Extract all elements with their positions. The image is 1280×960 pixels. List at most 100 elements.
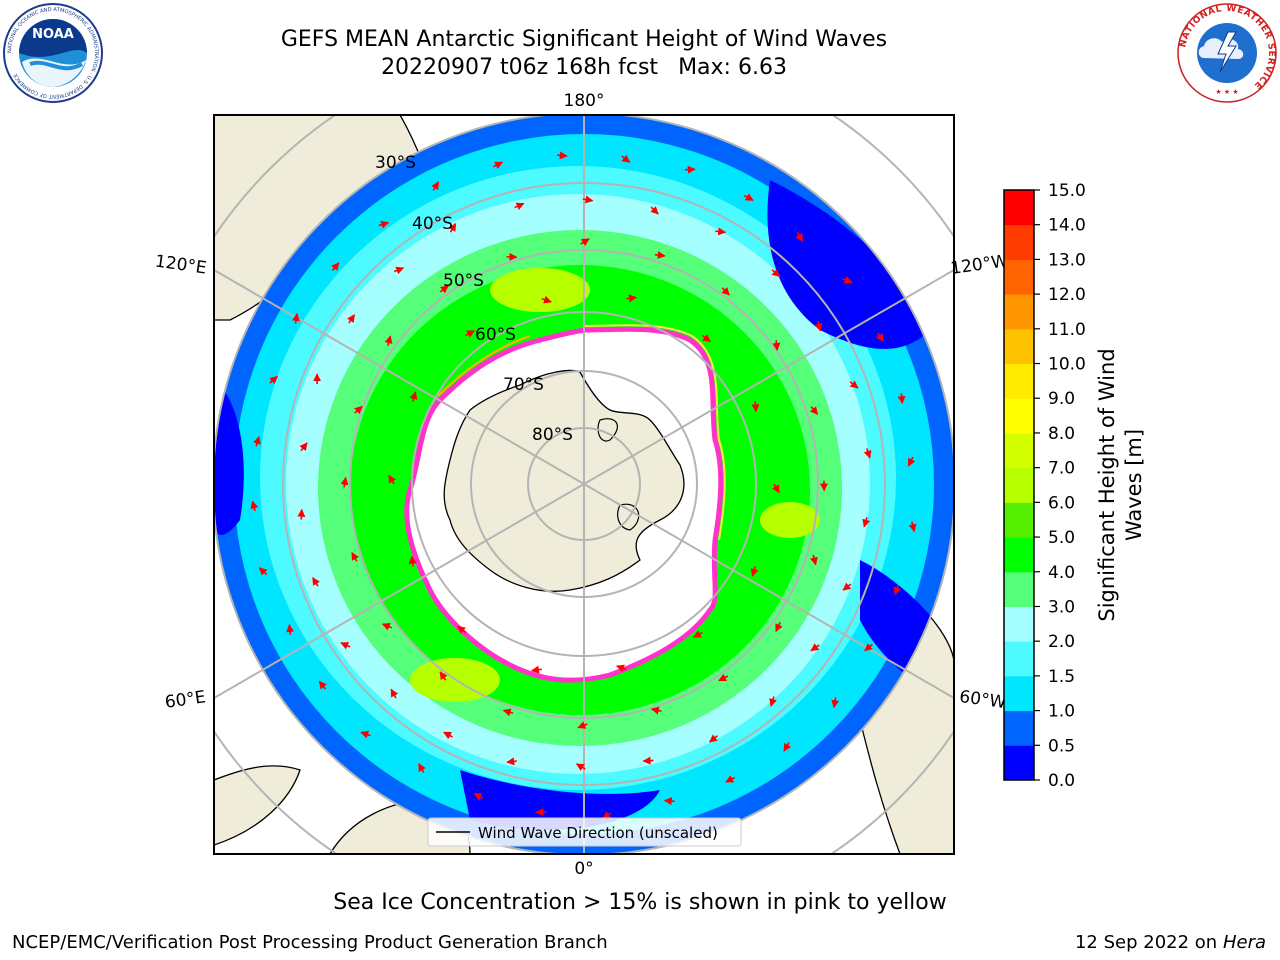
lat-label-30s: 30°S bbox=[375, 153, 416, 173]
wave-direction-arrow bbox=[318, 680, 327, 690]
wave-direction-arrow bbox=[863, 448, 872, 459]
svg-text:★ ★ ★: ★ ★ ★ bbox=[1215, 88, 1238, 96]
lon-label-120e: 120°E bbox=[154, 252, 208, 279]
wind-wave-arrows bbox=[250, 151, 917, 820]
colorbar-bin bbox=[1004, 363, 1034, 399]
legend-label: Wind Wave Direction (unscaled) bbox=[478, 824, 718, 842]
lon-label-180: 180° bbox=[564, 91, 605, 111]
wave-direction-arrow bbox=[269, 375, 278, 385]
wave-direction-arrow bbox=[514, 202, 525, 211]
lat-label-70s: 70°S bbox=[503, 375, 544, 395]
wave-direction-arrow bbox=[692, 630, 703, 638]
nws-logo-icon: NATIONAL WEATHER SERVICE ★ ★ ★ bbox=[1177, 3, 1277, 103]
colorbar-bin bbox=[1004, 328, 1034, 365]
wave-direction-arrow bbox=[253, 435, 261, 447]
footer-machine: Hera bbox=[1222, 932, 1266, 953]
wave-direction-arrow bbox=[354, 405, 363, 415]
lat-label-80s: 80°S bbox=[532, 425, 573, 445]
lon-label-0: 0° bbox=[574, 859, 593, 879]
wave-direction-arrow bbox=[721, 287, 730, 296]
colorbar-bin bbox=[1004, 537, 1034, 573]
colorbar-bin bbox=[1004, 641, 1034, 677]
direction-legend: Wind Wave Direction (unscaled) bbox=[427, 817, 742, 847]
wave-direction-arrow bbox=[842, 276, 853, 284]
colorbar-tick-label: 10.0 bbox=[1048, 355, 1086, 375]
wave-direction-arrow bbox=[580, 238, 590, 246]
wave-direction-arrow bbox=[621, 154, 631, 163]
wave-direction-arrow bbox=[795, 231, 804, 242]
wave-direction-arrow bbox=[642, 756, 654, 765]
footer-date: 12 Sep 2022 on Hera bbox=[1075, 932, 1266, 953]
wave-direction-arrow bbox=[378, 220, 390, 229]
sea-ice-caption: Sea Ice Concentration > 15% is shown in … bbox=[333, 890, 947, 915]
wave-direction-arrow bbox=[360, 730, 371, 739]
wave-direction-arrow bbox=[743, 193, 754, 202]
colorbar-bin bbox=[1004, 502, 1034, 538]
wave-direction-arrow bbox=[616, 664, 627, 673]
wave-direction-arrow bbox=[862, 516, 871, 528]
colorbar-bin bbox=[1004, 294, 1034, 330]
colorbar-tick-label: 12.0 bbox=[1048, 285, 1086, 305]
wave-direction-arrow bbox=[493, 161, 504, 170]
wave-direction-arrow bbox=[750, 566, 759, 577]
colorbar: 0.0 0.5 1.0 1.5 2.0 3.0 4.0 5.0 6.0 7.0 8.0 9.0 10.0… bbox=[1003, 181, 1146, 791]
wave-direction-arrow bbox=[535, 808, 547, 817]
wave-direction-arrow bbox=[347, 314, 356, 324]
wave-direction-arrow bbox=[842, 582, 852, 591]
colorbar-label-line1: Significant Height of Wind bbox=[1095, 348, 1119, 621]
wave-direction-arrow bbox=[876, 332, 885, 342]
wave-direction-arrow bbox=[775, 621, 783, 633]
wave-direction-arrow bbox=[769, 696, 777, 707]
wave-direction-arrow bbox=[351, 551, 359, 562]
colorbar-tick-label: 11.0 bbox=[1048, 320, 1086, 340]
colorbar-tick-label: 2.0 bbox=[1048, 632, 1075, 652]
wave-direction-arrow bbox=[701, 334, 711, 343]
wave-direction-arrow bbox=[810, 554, 818, 566]
wave-direction-arrow bbox=[502, 708, 514, 717]
colorbar-tick-label: 15.0 bbox=[1048, 181, 1086, 201]
colorbar-bin bbox=[1004, 398, 1034, 434]
wave-direction-arrow bbox=[457, 625, 467, 634]
wave-direction-arrow bbox=[626, 294, 637, 303]
colorbar-tick-label: 1.0 bbox=[1048, 702, 1075, 722]
wave-direction-arrow bbox=[831, 697, 840, 709]
colorbar-bin bbox=[1004, 259, 1034, 295]
wave-direction-arrow bbox=[864, 643, 873, 652]
colorbar-bin bbox=[1004, 710, 1034, 746]
antarctica bbox=[443, 369, 685, 592]
lon-label-60e: 60°E bbox=[164, 687, 207, 712]
wave-direction-arrow bbox=[409, 391, 418, 402]
wave-direction-arrow bbox=[663, 797, 675, 806]
wave-direction-arrow bbox=[783, 742, 792, 752]
wave-direction-arrow bbox=[907, 456, 916, 467]
noaa-logo-icon: NATIONAL OCEANIC AND ATMOSPHERIC ADMINIS… bbox=[3, 3, 103, 103]
colorbar-bin bbox=[1004, 606, 1034, 642]
polar-map: 30°S 40°S 50°S 60°S 70°S 80°S Wind Wave … bbox=[154, 91, 1010, 879]
colorbar-bin bbox=[1004, 675, 1034, 712]
max-value: Max: 6.63 bbox=[678, 55, 787, 80]
wave-direction-arrow bbox=[654, 251, 666, 260]
wave-direction-arrow bbox=[286, 624, 295, 635]
wave-direction-arrow bbox=[258, 567, 268, 576]
wave-direction-arrow bbox=[393, 266, 405, 275]
map-subtitle: 20220907 t06z 168h fcst Max: 6.63 bbox=[0, 54, 1168, 82]
colorbar-tick-label: 8.0 bbox=[1048, 424, 1075, 444]
wave-direction-arrow bbox=[473, 792, 484, 801]
wave-direction-arrow bbox=[299, 442, 308, 452]
wave-direction-arrow bbox=[897, 393, 906, 405]
wave-direction-arrow bbox=[582, 195, 594, 204]
wave-direction-arrow bbox=[531, 665, 542, 674]
colorbar-tick-label: 7.0 bbox=[1048, 459, 1075, 479]
wave-direction-arrow bbox=[439, 671, 448, 681]
wave-direction-arrow bbox=[384, 335, 393, 346]
wave-direction-arrow bbox=[408, 555, 417, 567]
wave-direction-arrow bbox=[340, 476, 349, 488]
colorbar-tick-label: 3.0 bbox=[1048, 597, 1075, 617]
colorbar-tick-label: 9.0 bbox=[1048, 389, 1075, 409]
wave-direction-arrow bbox=[809, 406, 819, 415]
wave-direction-arrow bbox=[810, 643, 820, 652]
wave-direction-arrow bbox=[381, 623, 393, 631]
wave-direction-arrow bbox=[292, 312, 300, 324]
wave-direction-arrow bbox=[577, 721, 588, 729]
footer-producer: NCEP/EMC/Verification Post Processing Pr… bbox=[12, 932, 608, 953]
